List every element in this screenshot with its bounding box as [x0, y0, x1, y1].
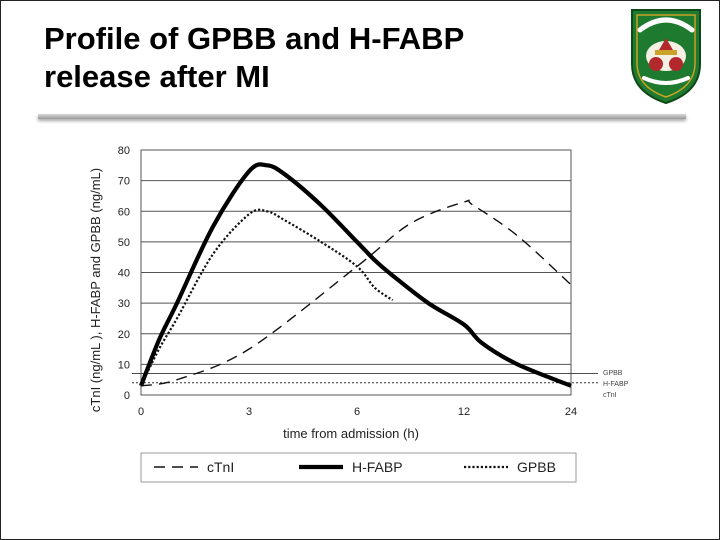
x-tick-label: 3 [246, 406, 252, 418]
y-tick-label: 80 [118, 145, 130, 157]
legend-label-gpbb: GPBB [517, 459, 556, 475]
x-tick-label: 12 [458, 406, 470, 418]
series-line-gpbb [140, 208, 394, 387]
y-tick-label: 0 [124, 390, 130, 402]
side-label: cTnI [603, 392, 617, 399]
y-tick-label: 40 [118, 268, 130, 280]
slide-title: Profile of GPBB and H-FABP release after… [44, 20, 464, 96]
y-axis-label: cTnI (ng/mL ), H-FABP and GPBB (ng/mL) [88, 168, 103, 412]
slide-title-line2: release after MI [44, 59, 270, 94]
side-label: H-FABP [603, 381, 629, 388]
x-tick-label: 6 [354, 406, 360, 418]
y-tick-label: 60 [118, 206, 130, 218]
y-tick-label: 70 [118, 176, 130, 188]
slide-title-line1: Profile of GPBB and H-FABP [44, 21, 465, 56]
y-tick-label: 20 [118, 329, 130, 341]
series-line-ctni [140, 199, 572, 387]
series-line-h-fabp [139, 162, 572, 388]
y-tick-label: 30 [118, 298, 130, 310]
x-axis-label: time from admission (h) [283, 426, 419, 441]
x-tick-label: 0 [138, 406, 144, 418]
y-tick-label: 10 [118, 359, 130, 371]
x-tick-label: 24 [565, 406, 577, 418]
title-divider [38, 114, 686, 119]
university-crest-icon [626, 6, 706, 106]
legend-label-ctni: cTnI [207, 459, 234, 475]
y-tick-label: 50 [118, 237, 130, 249]
legend-label-h-fabp: H-FABP [352, 459, 403, 475]
side-label: GPBB [603, 370, 623, 377]
